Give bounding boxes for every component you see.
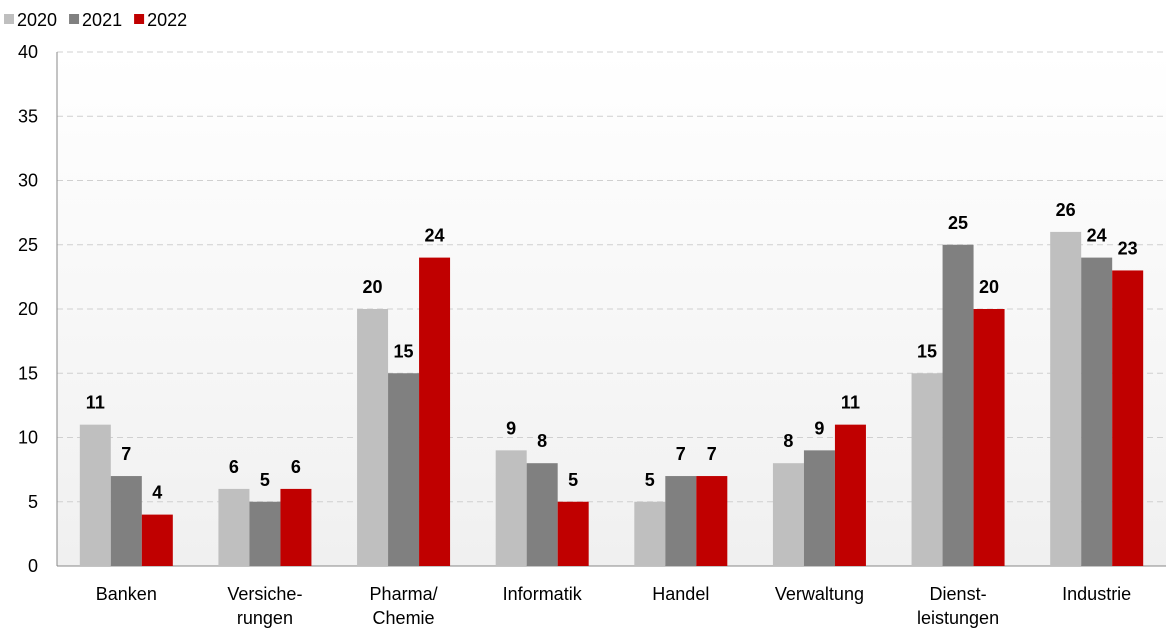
data-label: 5 [260,470,270,490]
legend-label: 2020 [17,10,57,30]
bar [973,309,1005,566]
x-tick-label: Dienst-leistungen [917,584,999,628]
bar [557,501,589,566]
data-label: 15 [394,341,414,361]
y-tick-label: 40 [18,42,38,62]
data-label: 25 [948,213,968,233]
y-tick-label: 5 [28,492,38,512]
bar [110,476,142,566]
y-tick-label: 20 [18,299,38,319]
y-tick-label: 0 [28,556,38,576]
y-tick-label: 25 [18,235,38,255]
data-label: 8 [783,431,793,451]
legend-swatch [4,14,14,24]
data-label: 6 [291,457,301,477]
data-label: 9 [506,418,516,438]
data-label: 7 [121,444,131,464]
bar [1112,270,1144,566]
data-label: 24 [1087,226,1107,246]
bar [495,450,527,566]
bar [772,463,804,566]
bar [218,488,250,566]
x-tick-label: Pharma/Chemie [370,584,438,628]
bar [803,450,835,566]
x-tick-label: Banken [96,584,157,604]
bar [696,476,728,566]
data-label: 9 [814,418,824,438]
bar [357,309,389,566]
legend-swatch [134,14,145,24]
x-tick-label: Verwaltung [775,584,864,604]
data-label: 5 [568,470,578,490]
x-tick-label: Versiche-rungen [227,584,302,628]
data-label: 20 [979,277,999,297]
data-label: 11 [841,393,860,413]
bar [388,373,420,566]
x-tick-label: Industrie [1062,584,1131,604]
bar [79,424,111,566]
y-tick-label: 35 [18,106,38,126]
data-label: 11 [86,393,105,413]
bar [634,501,666,566]
bar [1081,257,1113,566]
data-label: 24 [425,226,445,246]
legend-label: 2021 [82,10,122,30]
data-label: 23 [1118,238,1138,258]
bar [141,514,173,566]
bar [419,257,451,566]
data-label: 8 [537,431,547,451]
bar [665,476,697,566]
data-label: 7 [707,444,717,464]
data-label: 20 [363,277,383,297]
x-tick-label: Informatik [503,584,583,604]
data-label: 6 [229,457,239,477]
data-label: 15 [917,341,937,361]
bar [526,463,558,566]
bar [249,501,281,566]
y-tick-label: 10 [18,428,38,448]
bar [280,488,312,566]
x-tick-label: Handel [652,584,709,604]
bar [942,244,974,566]
y-tick-label: 15 [18,363,38,383]
data-label: 5 [645,470,655,490]
legend-label: 2022 [147,10,187,30]
data-label: 7 [676,444,686,464]
legend-swatch [69,14,80,24]
data-label: 26 [1056,200,1076,220]
y-tick-label: 30 [18,171,38,191]
bar [911,373,943,566]
bar [1050,231,1082,566]
data-label: 4 [152,483,162,503]
bar [834,424,866,566]
